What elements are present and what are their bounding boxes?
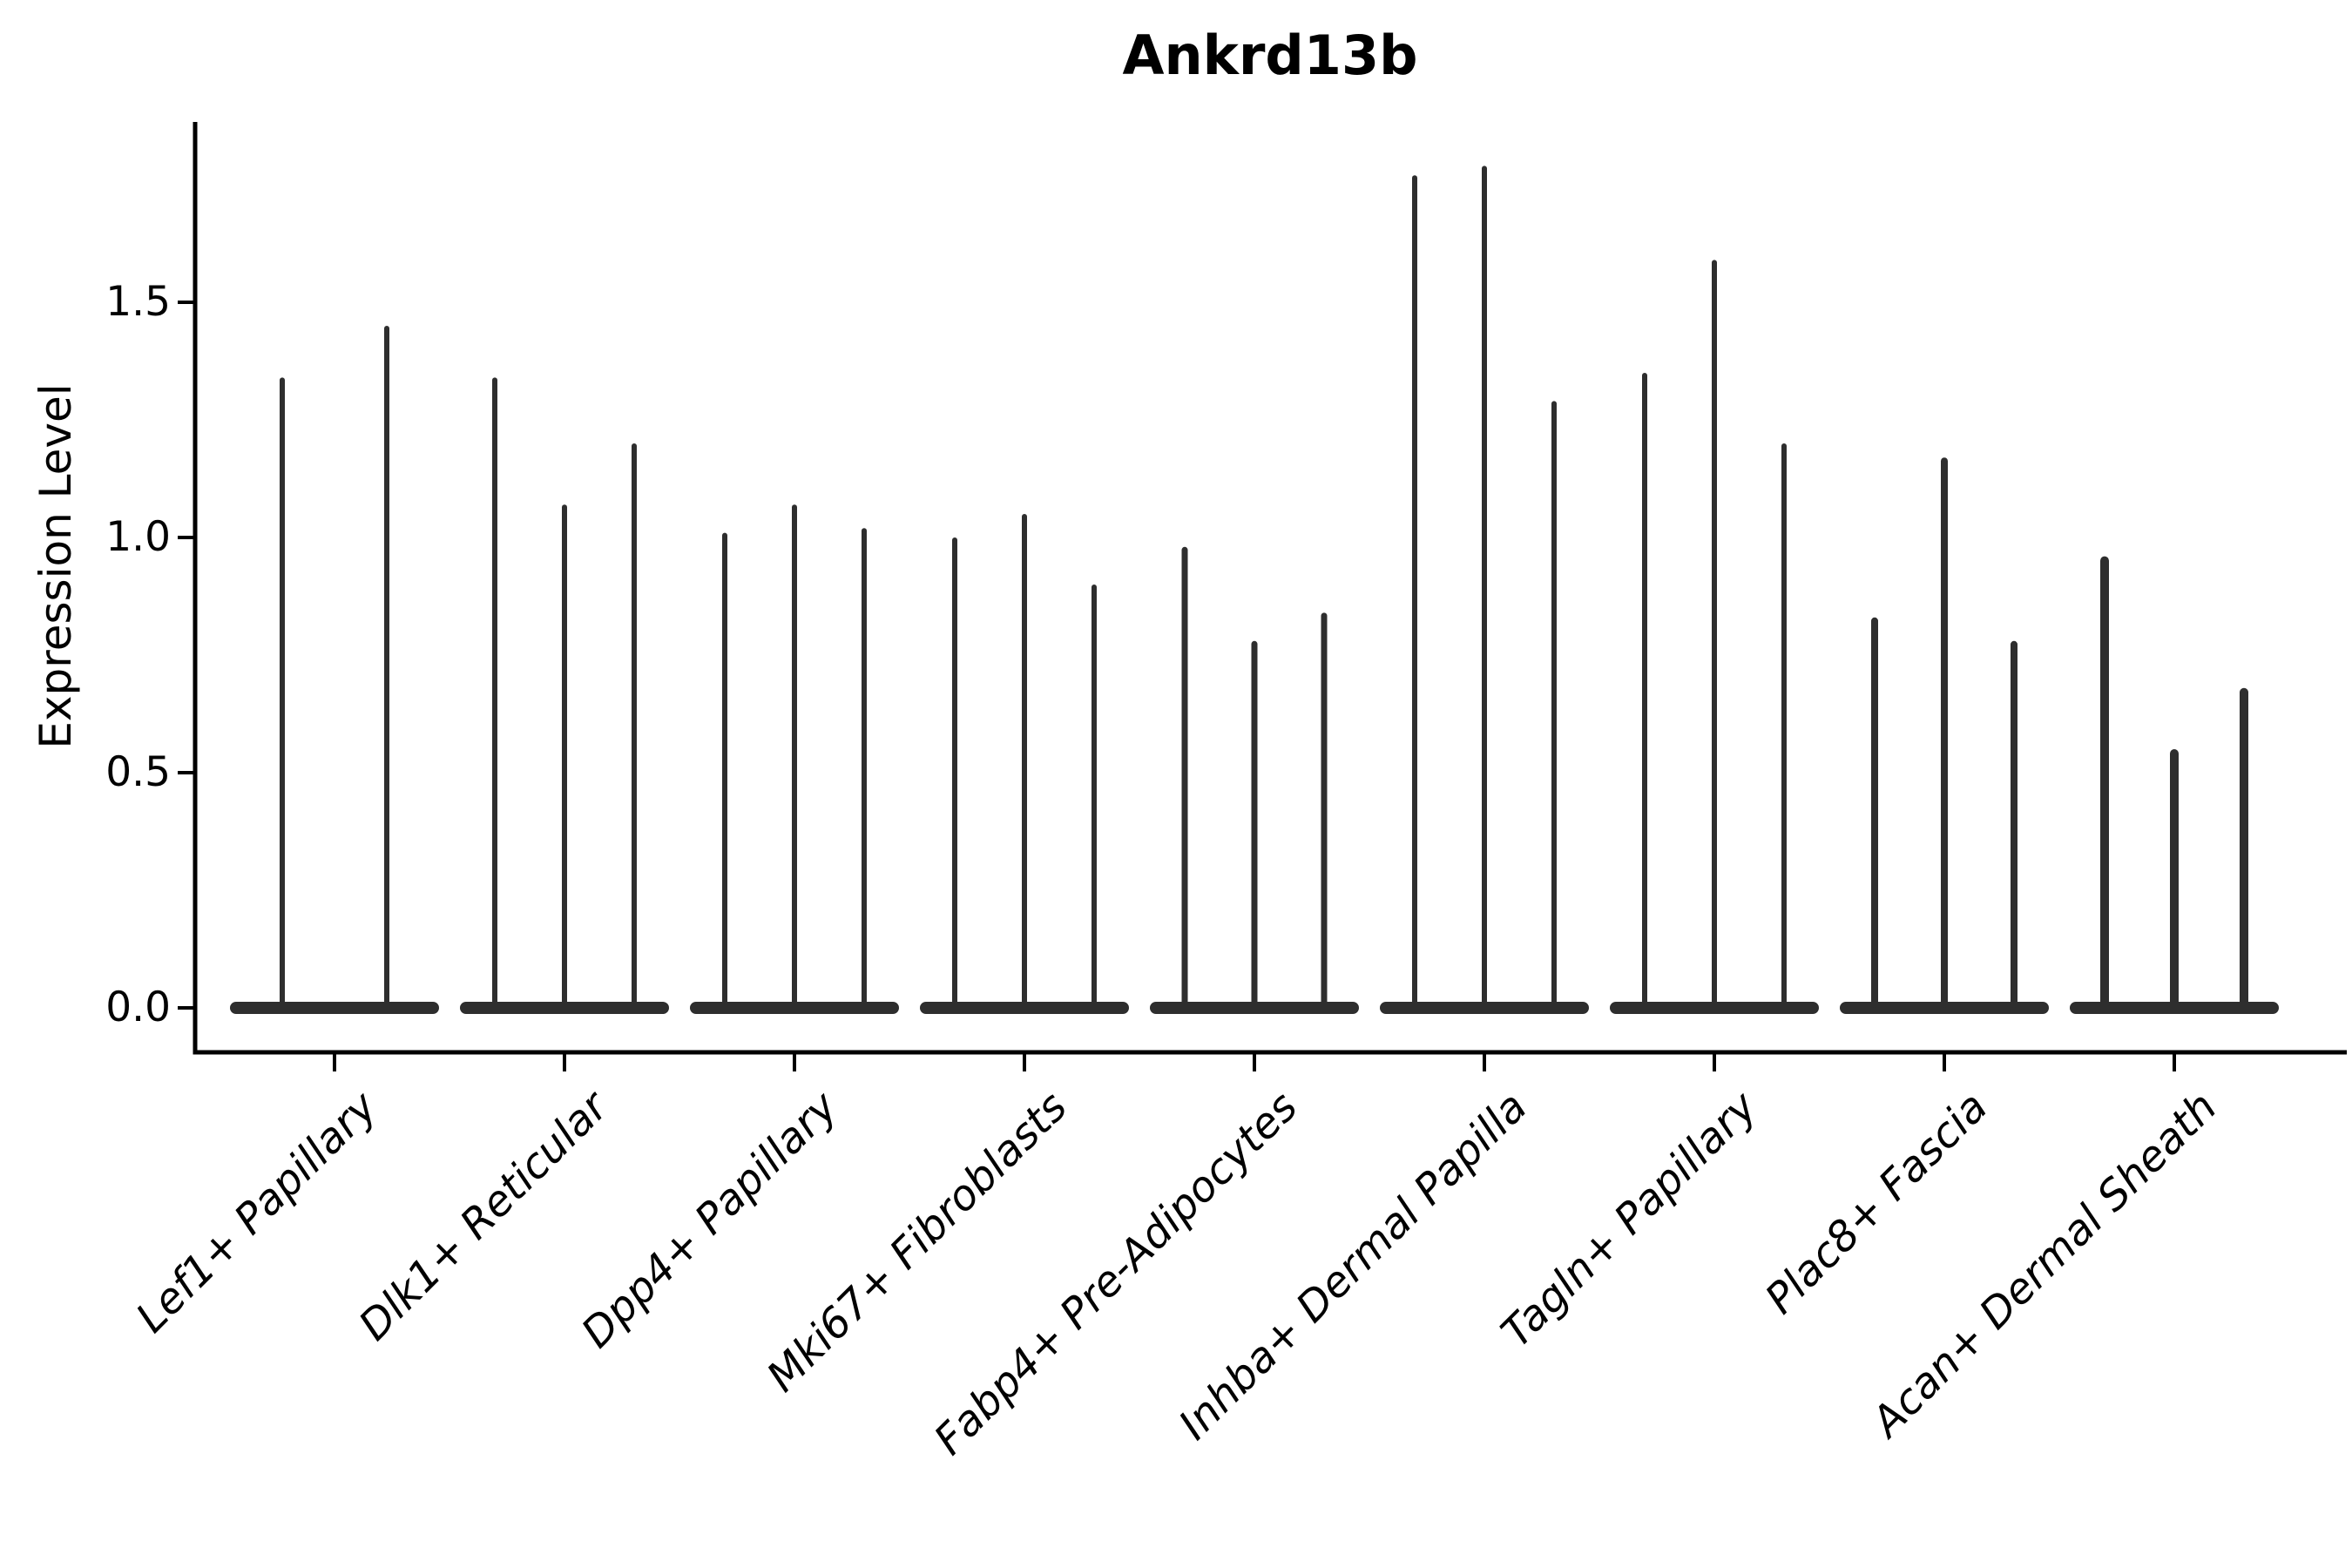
violin-spike	[1092, 585, 1097, 1008]
violin-spike	[862, 528, 867, 1008]
y-tick-label: 0.5	[105, 748, 171, 796]
violin-spike	[1642, 373, 1647, 1008]
violin-spike	[1022, 514, 1027, 1008]
violin-spike	[2170, 749, 2179, 1008]
violin-spike	[1781, 443, 1787, 1008]
violin-spike	[1551, 401, 1557, 1008]
violin-spike	[562, 504, 567, 1008]
violin-spike	[1412, 175, 1417, 1008]
y-tick-label: 0.0	[105, 983, 171, 1031]
violin-spike	[952, 537, 957, 1008]
violin-spike	[1181, 546, 1188, 1008]
violin-spike	[2011, 640, 2017, 1008]
violin-spike	[632, 443, 637, 1008]
violin-spike	[2100, 556, 2109, 1008]
violin-spike	[492, 377, 497, 1008]
violin-spike	[280, 377, 285, 1008]
violin-spike	[1321, 612, 1328, 1008]
violin-spike	[1871, 617, 1878, 1008]
violin-spike	[1251, 640, 1258, 1008]
violin-spike	[722, 532, 727, 1008]
violin-spike	[2240, 687, 2248, 1008]
y-tick-label: 1.5	[105, 278, 171, 326]
chart-title: Ankrd13b	[1122, 24, 1418, 87]
violin-spike	[1712, 260, 1717, 1008]
violin-spike	[792, 504, 797, 1008]
violin-spike	[384, 326, 389, 1008]
violin-spike	[1941, 457, 1948, 1008]
violin-spike	[1482, 166, 1487, 1008]
violin-base-strip	[230, 1002, 439, 1014]
y-tick-label: 1.0	[105, 513, 171, 561]
